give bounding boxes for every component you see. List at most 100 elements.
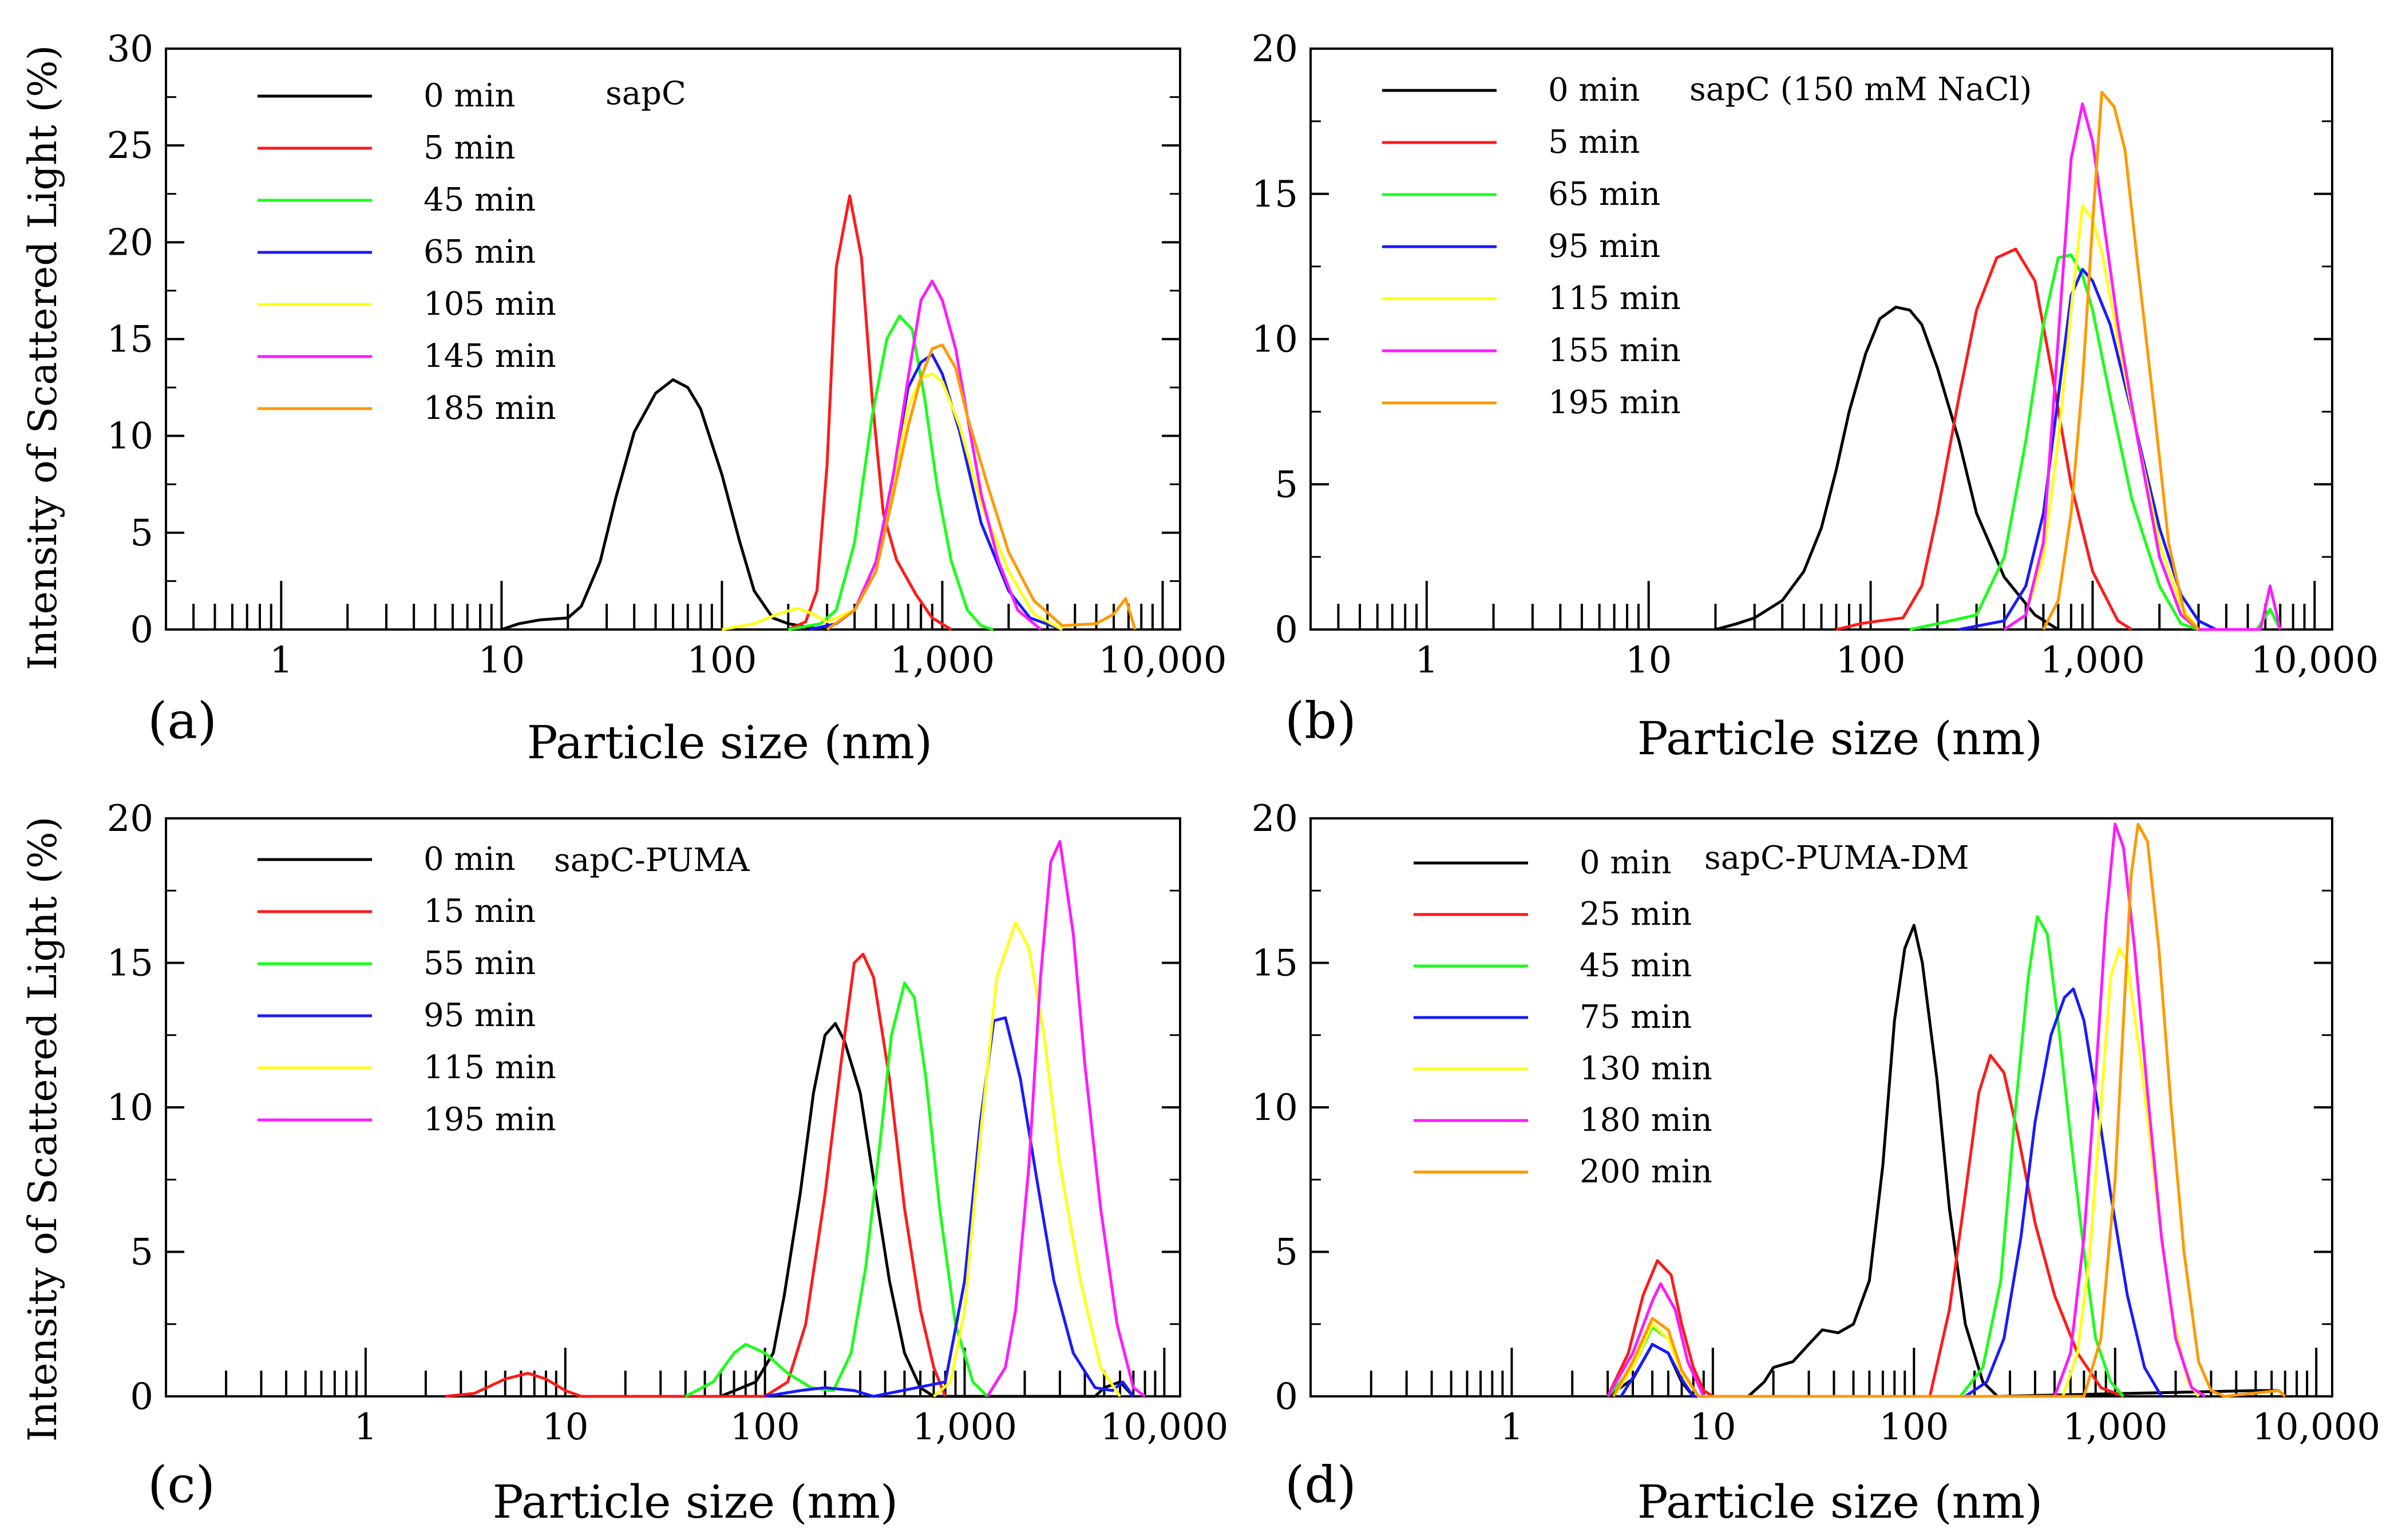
y-tick-label: 5 [1275,464,1298,506]
plot-frame [1309,817,2333,1398]
legend-label: 155 min [1548,332,1681,369]
x-tick-label: 10,000 [2252,1406,2380,1448]
legend-label: 25 min [1580,896,1692,933]
x-tick-label: 1,000 [2063,1406,2167,1448]
panel-c-xlabel: Particle size (nm) [493,1475,898,1529]
series-line-0-min [501,378,828,631]
series-line-15-min [445,952,947,1398]
series-line-75-min [1620,987,2163,1398]
panel-a-title: sapC [606,75,686,112]
y-tick-label: 5 [1275,1232,1298,1274]
y-tick-label: 15 [107,943,153,985]
x-tick-label: 10 [542,1406,588,1448]
y-tick-label: 20 [107,221,153,264]
y-tick-label: 5 [130,512,153,555]
series-line-155-min [2003,102,2282,631]
y-tick-label: 0 [1275,609,1298,651]
panel-c-ylabel: Intensity of Scattered Light (%) [21,817,66,1442]
series-line-115-min [932,921,1122,1398]
plot-frame [1309,47,2333,631]
legend-label: 0 min [424,77,516,114]
legend-label: 5 min [1548,124,1640,161]
legend-label: 45 min [1580,947,1692,984]
panel-d-title: sapC-PUMA-DM [1704,840,1969,877]
x-tick-label: 1 [270,639,293,682]
legend-label: 15 min [424,893,536,930]
series-line-5-min [1835,247,2133,631]
y-tick-label: 0 [1275,1376,1298,1418]
panel-b-title: sapC (150 mM NaCl) [1689,71,2032,108]
legend-label: 65 min [1548,176,1660,213]
legend-label: 75 min [1580,999,1692,1036]
y-tick-label: 0 [130,1376,153,1418]
x-tick-label: 1 [1500,1406,1523,1448]
y-tick-label: 5 [130,1232,153,1274]
panel-b: 0 5 10 15 20 1 10 100 1,000 10,000 0 min 5 min 65 mi… [1252,28,2379,765]
panel-d-label: (d) [1285,1455,1356,1514]
plot-frame [165,47,1181,631]
legend-label: 200 min [1580,1153,1712,1190]
y-tick-label: 15 [107,319,153,361]
x-tick-label: 10,000 [2250,639,2379,682]
x-tick-label: 100 [1879,1406,1949,1448]
series-line-0-min [720,1022,1135,1398]
series-line-195-min [986,840,1146,1398]
panel-b-xlabel: Particle size (nm) [1637,712,2043,765]
series-line-65-min [809,353,1063,631]
series-line-5-min [788,194,952,631]
y-tick-label: 10 [1252,319,1298,361]
x-tick-label: 100 [1835,639,1905,682]
panel-d: 0 5 10 15 20 1 10 100 1,000 10,000 0 min 25 min 45 m… [1252,798,2381,1529]
y-tick-label: 10 [107,415,153,458]
x-tick-label: 1,000 [2040,639,2145,682]
legend-label: 65 min [424,233,536,271]
x-tick-label: 1,000 [912,1406,1017,1448]
y-tick-label: 15 [1252,943,1298,985]
series-line-145-min [826,279,1042,631]
y-tick-label: 20 [1252,28,1298,70]
panel-b-label: (b) [1285,691,1356,750]
panel-a: Intensity of Scattered Light (%) 0 5 10 15 2… [21,28,1226,769]
legend-label: 115 min [1548,280,1681,317]
legend-label: 185 min [424,390,556,427]
y-tick-label: 20 [1252,798,1298,840]
x-tick-label: 1 [354,1406,378,1448]
legend-label: 130 min [1580,1050,1712,1087]
panel-a-ylabel: Intensity of Scattered Light (%) [21,45,66,671]
panel-a-label: (a) [148,691,217,750]
x-tick-label: 1 [1415,639,1438,682]
series-line-45-min [788,314,994,631]
legend-label: 115 min [424,1049,556,1086]
legend-label: 145 min [424,338,556,375]
legend-label: 95 min [424,997,536,1034]
legend-label: 180 min [1580,1102,1712,1139]
y-tick-label: 30 [107,28,153,70]
legend-label: 45 min [424,181,536,219]
panel-c-plot: 0 5 10 15 20 1 10 100 1,000 10,000 0 min 15 min 55 m… [107,798,1229,1448]
panel-d-xlabel: Particle size (nm) [1637,1475,2043,1529]
series-line-200-min [1612,822,2286,1398]
legend-label: 105 min [424,286,556,323]
series-line-195-min [2042,90,2200,631]
legend-label: 5 min [424,129,516,167]
x-tick-label: 100 [687,639,757,682]
legend-label: 195 min [424,1101,556,1138]
panel-a-xlabel: Particle size (nm) [527,716,932,769]
y-tick-label: 10 [107,1087,153,1129]
series-line-180-min [1606,822,2206,1398]
panel-c-label: (c) [148,1455,215,1514]
series-line-95-min [765,1016,1135,1398]
y-tick-label: 25 [107,125,153,167]
series-line-0-min [1715,306,2059,631]
x-tick-label: 10 [1625,639,1672,682]
legend-label: 0 min [1580,844,1672,881]
legend-label: 0 min [1548,72,1640,109]
series-line-55-min [684,981,989,1398]
y-tick-label: 10 [1252,1087,1298,1129]
panel-d-plot: 0 5 10 15 20 1 10 100 1,000 10,000 0 min 25 min 45 m… [1252,798,2381,1448]
series-line-115-min [2003,204,2200,631]
y-tick-label: 20 [107,798,153,840]
panel-c-title: sapC-PUMA [554,842,750,879]
legend-label: 0 min [424,841,516,878]
